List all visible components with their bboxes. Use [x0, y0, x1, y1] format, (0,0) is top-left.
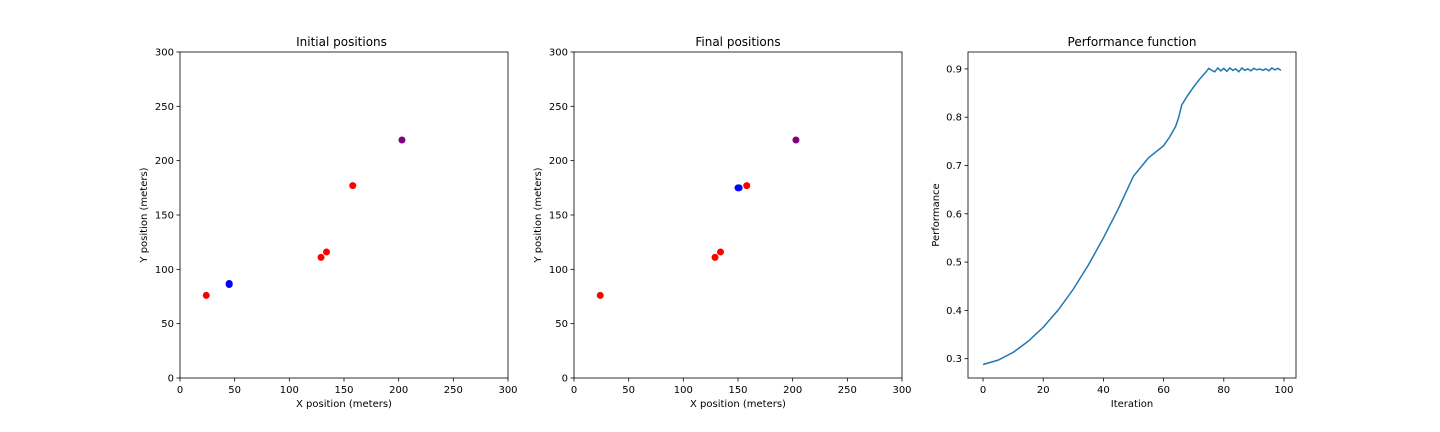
final-positions-y-tick-label: 50: [555, 319, 568, 330]
initial-positions-y-label: Y position (meters): [139, 167, 150, 263]
performance-y-tick-label: 0.8: [946, 113, 962, 124]
initial-positions-y-tick-label: 100: [155, 265, 174, 276]
performance-y-tick-label: 0.6: [946, 209, 962, 220]
performance-y-tick-label: 0.7: [946, 161, 962, 172]
final-positions-point-3: [743, 182, 751, 190]
initial-positions-x-label: X position (meters): [296, 399, 392, 410]
performance-line: [982, 66, 1282, 366]
final-positions-y-tick-label: 150: [549, 211, 568, 222]
performance-y-label: Performance: [931, 183, 942, 246]
performance-x-tick-label: 80: [1217, 385, 1230, 396]
initial-positions-point-6: [225, 279, 233, 287]
final-positions-axes-frame: [573, 51, 903, 379]
initial-positions-x-tick-label: 200: [389, 385, 408, 396]
initial-positions-y-tick-label: 150: [155, 211, 174, 222]
initial-positions-y-tick-label: 300: [155, 48, 174, 59]
initial-positions-point-2: [323, 248, 331, 256]
performance-x-tick-label: 100: [1274, 385, 1293, 396]
performance-x-tick-label: 60: [1157, 385, 1170, 396]
performance-y-ticks: 0.3 0.4 0.5 0.6 0.7 0.8 0.9: [946, 64, 968, 365]
performance-panel: Performance function 0 20 40 60 80 100 0.3 0.4…: [931, 35, 1297, 410]
final-positions-x-ticks: 0 50 100 150 200 250 300: [571, 378, 912, 396]
final-positions-point-4: [792, 136, 800, 144]
performance-x-tick-label: 20: [1037, 385, 1050, 396]
final-positions-x-tick-label: 50: [622, 385, 635, 396]
performance-y-tick-label: 0.9: [946, 64, 962, 75]
initial-positions-y-tick-label: 200: [155, 156, 174, 167]
final-positions-x-tick-label: 0: [571, 385, 577, 396]
performance-x-ticks: 0 20 40 60 80 100: [980, 378, 1294, 396]
initial-positions-points: [202, 136, 406, 299]
final-positions-y-label: Y position (meters): [533, 167, 544, 263]
final-positions-x-tick-label: 300: [892, 385, 911, 396]
initial-positions-point-4: [398, 136, 406, 144]
initial-positions-axes-frame: [179, 51, 509, 379]
final-positions-x-label: X position (meters): [690, 399, 786, 410]
initial-positions-x-tick-label: 50: [228, 385, 241, 396]
final-positions-y-tick-label: 0: [562, 374, 568, 385]
final-positions-y-tick-label: 100: [549, 265, 568, 276]
initial-positions-y-tick-label: 250: [155, 102, 174, 113]
final-positions-panel: Final positions 0 50 100 150 200 250 300 0 50 10…: [533, 35, 912, 410]
performance-x-label: Iteration: [1111, 399, 1153, 410]
final-positions-y-tick-label: 250: [549, 102, 568, 113]
performance-x-tick-label: 0: [980, 385, 986, 396]
performance-y-tick-label: 0.3: [946, 354, 962, 365]
initial-positions-x-tick-label: 0: [177, 385, 183, 396]
performance-title: Performance function: [1068, 35, 1197, 49]
initial-positions-x-tick-label: 100: [280, 385, 299, 396]
final-positions-points: [596, 136, 800, 299]
final-positions-x-tick-label: 150: [728, 385, 747, 396]
performance-y-tick-label: 0.4: [946, 306, 962, 317]
initial-positions-y-ticks: 0 50 100 150 200 250 300: [155, 48, 180, 385]
initial-positions-point-0: [202, 291, 210, 299]
final-positions-y-tick-label: 300: [549, 48, 568, 59]
final-positions-y-ticks: 0 50 100 150 200 250 300: [549, 48, 574, 385]
initial-positions-x-tick-label: 300: [498, 385, 517, 396]
initial-positions-point-1: [317, 253, 325, 261]
initial-positions-point-3: [349, 182, 357, 190]
final-positions-point-2: [717, 248, 725, 256]
performance-axes-frame: [967, 51, 1297, 379]
final-positions-y-tick-label: 200: [549, 156, 568, 167]
initial-positions-x-tick-label: 150: [334, 385, 353, 396]
performance-x-tick-label: 40: [1097, 385, 1110, 396]
final-positions-x-tick-label: 200: [783, 385, 802, 396]
performance-y-tick-label: 0.5: [946, 258, 962, 269]
initial-positions-y-tick-label: 50: [161, 319, 174, 330]
final-positions-title: Final positions: [695, 35, 780, 49]
initial-positions-panel: Initial positions 0 50 100 150 200 250 300 0 50…: [139, 35, 518, 410]
final-positions-x-tick-label: 100: [674, 385, 693, 396]
final-positions-point-1: [711, 253, 719, 261]
initial-positions-title: Initial positions: [296, 35, 387, 49]
final-positions-point-0: [596, 291, 604, 299]
initial-positions-x-ticks: 0 50 100 150 200 250 300: [177, 378, 518, 396]
initial-positions-y-tick-label: 0: [168, 374, 174, 385]
initial-positions-x-tick-label: 250: [444, 385, 463, 396]
final-positions-x-tick-label: 250: [838, 385, 857, 396]
performance-series-line-0: [982, 66, 1282, 366]
final-positions-point-6: [735, 184, 743, 192]
